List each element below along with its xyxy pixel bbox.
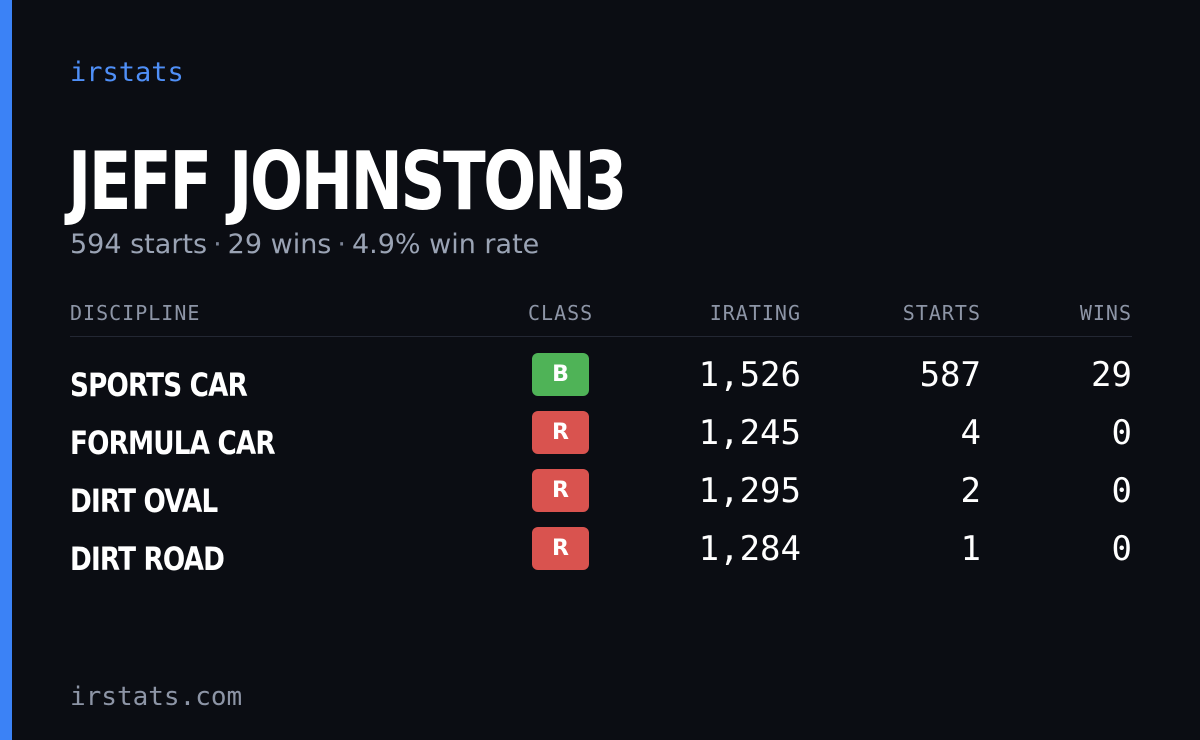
total-starts: 594 starts [70, 229, 208, 260]
wins-value: 29 [1091, 355, 1132, 395]
class-badge: R [532, 527, 589, 570]
irating-value: 1,245 [698, 413, 801, 453]
total-wins: 29 wins [227, 229, 332, 260]
starts-value: 587 [919, 355, 981, 395]
table-body: SPORTS CAR B 1,526 587 29 FORMULA CAR R … [70, 353, 1132, 585]
stats-table: DISCIPLINE CLASS IRATING STARTS WINS SPO… [70, 296, 1132, 585]
discipline-name: SPORTS CAR [70, 366, 248, 404]
table-row: FORMULA CAR R 1,245 4 0 [70, 411, 1132, 469]
table-row: SPORTS CAR B 1,526 587 29 [70, 353, 1132, 411]
table-header: DISCIPLINE CLASS IRATING STARTS WINS [70, 296, 1132, 337]
win-rate: 4.9% win rate [351, 229, 540, 260]
brand-logo-text: irstats [70, 57, 184, 88]
class-badge: B [532, 353, 589, 396]
irating-value: 1,526 [698, 355, 801, 395]
wins-value: 0 [1111, 529, 1132, 569]
header-irating: IRATING [709, 301, 801, 325]
header-starts: STARTS [902, 301, 981, 325]
summary-separator: · [337, 229, 346, 260]
class-badge: R [532, 411, 589, 454]
accent-bar [0, 0, 12, 740]
starts-value: 1 [960, 529, 981, 569]
starts-value: 4 [960, 413, 981, 453]
irating-value: 1,295 [698, 471, 801, 511]
footer-url: irstats.com [70, 682, 243, 712]
header-class: CLASS [528, 301, 594, 325]
discipline-name: DIRT ROAD [70, 540, 225, 578]
header-discipline: DISCIPLINE [70, 301, 201, 325]
discipline-name: DIRT OVAL [70, 482, 218, 520]
player-summary: 594 starts · 29 wins · 4.9% win rate [70, 228, 539, 262]
class-badge: R [532, 469, 589, 512]
wins-value: 0 [1111, 413, 1132, 453]
header-wins: WINS [1079, 301, 1132, 325]
wins-value: 0 [1111, 471, 1132, 511]
table-row: DIRT ROAD R 1,284 1 0 [70, 527, 1132, 585]
table-row: DIRT OVAL R 1,295 2 0 [70, 469, 1132, 527]
summary-separator: · [213, 229, 222, 260]
player-name: JEFF JOHNSTON3 [68, 135, 627, 228]
starts-value: 2 [960, 471, 981, 511]
irating-value: 1,284 [698, 529, 801, 569]
discipline-name: FORMULA CAR [70, 424, 276, 462]
